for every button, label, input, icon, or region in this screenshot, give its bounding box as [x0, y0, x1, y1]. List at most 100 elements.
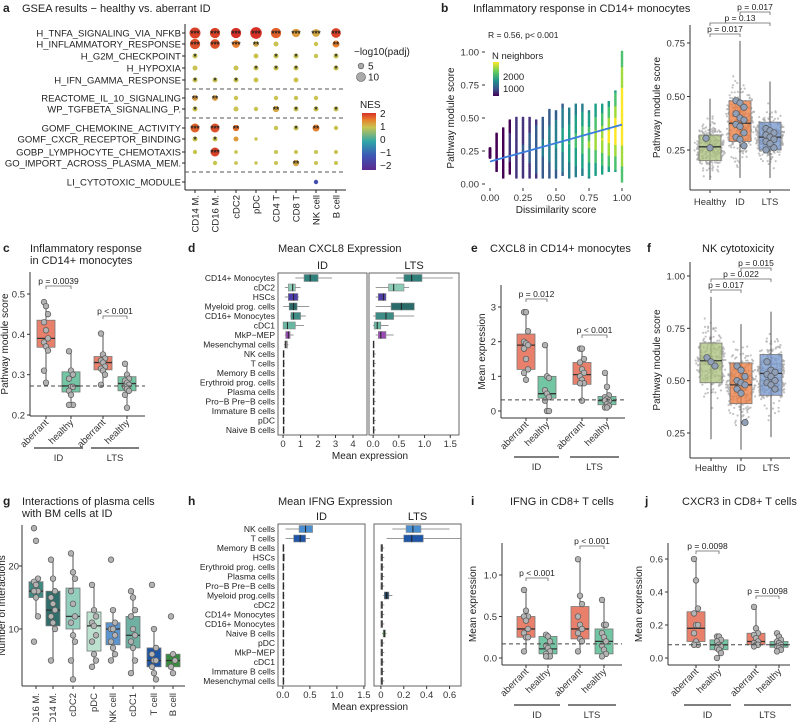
a-dot [272, 105, 280, 113]
b-cell-point [767, 117, 770, 120]
f-cell-point [738, 405, 741, 408]
b-scatter-point [541, 155, 544, 159]
b-scatter-point [548, 110, 551, 114]
b-scatter-point [601, 127, 604, 130]
e-y-tick-label: 2 [491, 337, 496, 348]
g-sample-point [49, 600, 57, 607]
b-cell-point [726, 132, 730, 135]
b-scatter-point [614, 169, 617, 172]
d-row-label: Mesenchymal cells [203, 340, 275, 350]
a-column-label: pDC [252, 195, 263, 214]
f-cell-point [746, 345, 749, 348]
g-sample-point [51, 588, 59, 595]
b-scatter-point [620, 154, 624, 158]
b-cell-point [714, 161, 717, 164]
b-scatter-point [502, 150, 505, 153]
b-scatter-point [548, 165, 551, 168]
b-scatter-point [587, 119, 591, 122]
b-scatter-point [535, 124, 538, 127]
b-sample-point [770, 144, 778, 152]
f-cell-point [727, 403, 730, 407]
f-cell-point [712, 388, 715, 391]
b-scatter-point [541, 176, 544, 179]
b-scatter-point [601, 148, 604, 152]
f-p-value-label: p = 0.015 [738, 258, 774, 268]
f-cell-point [776, 338, 779, 341]
i-sample-point [578, 625, 586, 633]
h-box [403, 534, 424, 543]
b-scatter-point [568, 131, 571, 134]
b-scatter-point [515, 159, 518, 162]
a-dot [192, 136, 198, 142]
f-cell-point [732, 412, 735, 416]
h-x-tick-label: 0.2 [397, 690, 410, 701]
b-scatter-point [587, 120, 591, 124]
b-cell-point [716, 165, 719, 168]
b-scatter-point [495, 148, 498, 151]
d-x-tick-label: 1.0 [418, 439, 431, 450]
g-y-tick-label: 20 [8, 562, 19, 573]
b-cell-point [716, 130, 719, 133]
b-sample-point [732, 110, 740, 118]
b-scatter-point [495, 135, 498, 138]
f-cell-point [702, 337, 706, 340]
g-sample-point [90, 622, 98, 629]
h-x-tick-label: 0.0 [276, 690, 289, 701]
b-scatter-point [528, 176, 531, 179]
a-dot [293, 53, 299, 59]
b-scatter-point [502, 153, 505, 156]
b-scatter-point [574, 123, 577, 127]
b-scatter-point [508, 119, 511, 122]
b-scatter-point [568, 122, 571, 125]
b-scatter-point [554, 161, 558, 165]
f-cell-point [718, 339, 721, 342]
f-p-value-label: p = 0.022 [723, 269, 759, 279]
h-facet-strip-label: LTS [408, 511, 427, 523]
d-box [282, 321, 296, 330]
b-scatter-point [495, 141, 498, 145]
b-scatter-point [495, 155, 498, 158]
a-dot [192, 106, 198, 112]
a-row-label: WP_TGFBETA_SIGNALING_P. [47, 105, 181, 116]
e-sample-point [545, 393, 553, 401]
d-box [377, 331, 387, 339]
g-sample-point [129, 594, 137, 601]
a-dot [234, 150, 238, 154]
b-scatter-point [535, 146, 538, 149]
b-scatter-point [521, 176, 525, 179]
g-sample-point [111, 632, 119, 639]
b-scatter-point [587, 131, 591, 135]
b-scatter-point [548, 176, 551, 179]
g-sample-point [109, 625, 117, 633]
a-dot [333, 106, 339, 112]
a-significance-stars: *** [291, 30, 301, 39]
f-cell-point [725, 380, 728, 384]
f-cell-point [729, 403, 732, 406]
b-scatter-point [541, 125, 544, 128]
b-scatter-point [601, 103, 604, 106]
e-sample-point [520, 369, 528, 377]
j-y-tick-label: 0.4 [650, 588, 663, 599]
b-cell-point [712, 131, 715, 134]
b-scatter-point [508, 143, 511, 146]
b-scatter-point [587, 110, 591, 113]
b-significance-bracket [709, 33, 741, 37]
b-scatter-point [620, 97, 624, 100]
b-cell-point [704, 130, 707, 133]
b-scatter-point [548, 150, 551, 154]
b-cell-point [725, 112, 728, 115]
b-scatter-point [541, 120, 544, 123]
g-sample-point [109, 644, 117, 652]
g-sample-point [150, 625, 158, 633]
b-scatter-point [620, 136, 624, 139]
b-scatter-point [581, 123, 584, 127]
g-sample-point [47, 556, 55, 563]
b-scatter-point [502, 127, 505, 130]
g-sample-point [109, 606, 117, 614]
b-cell-point [711, 169, 714, 172]
b-scatter-point [528, 140, 531, 143]
b-cell-point [774, 110, 777, 113]
a-significance-stars: * [254, 65, 258, 74]
f-cell-point [763, 404, 766, 407]
b-cell-point [736, 165, 739, 169]
